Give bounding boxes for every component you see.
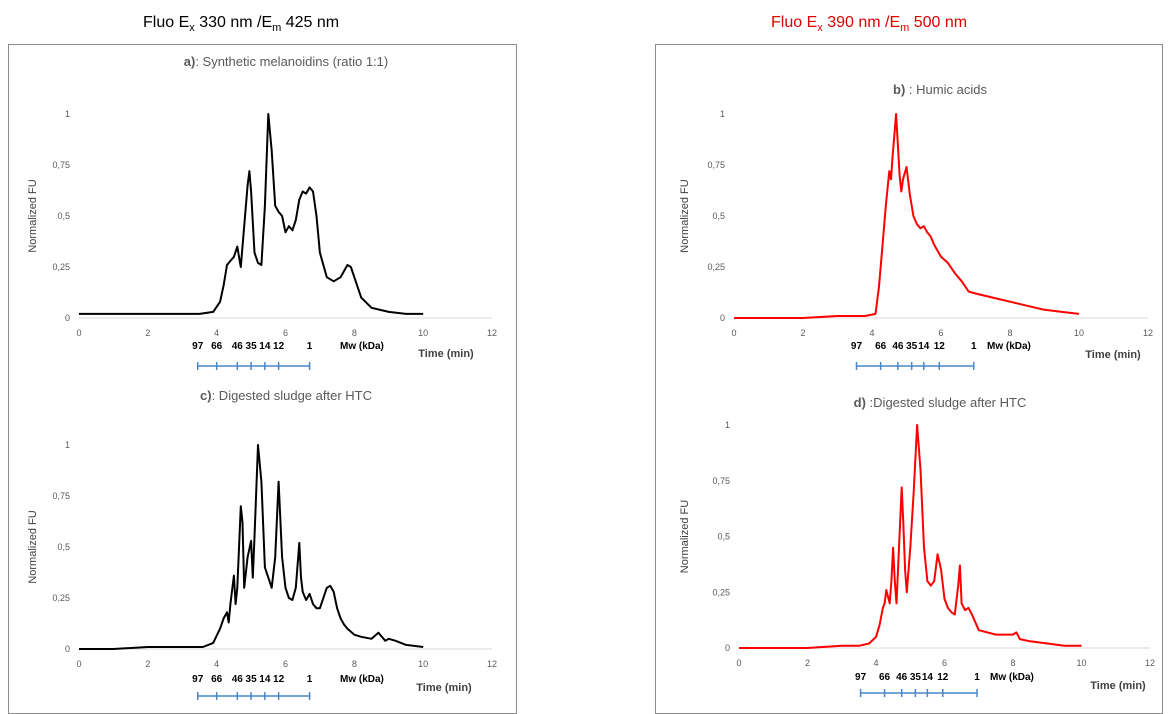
y-tick-label-d: 0,75 [712,476,730,486]
mw-marker-label-a: 97 [192,341,204,352]
mw-marker-label-d: 35 [910,672,922,683]
mw-unit-label-d: Mw (kDa) [990,672,1034,683]
right-column-title: Fluo Ex 390 nm /Em 500 nm [771,14,968,35]
x-tick-label-a: 2 [145,328,150,338]
x-tick-label-c: 8 [352,659,357,669]
mw-marker-label-c: 66 [211,674,223,685]
y-tick-label-d: 0 [725,643,730,653]
series-line-d [739,424,1082,649]
x-tick-label-b: 4 [869,328,874,338]
x-axis-label-a: Time (min) [418,348,474,360]
mw-marker-label-d: 97 [855,672,867,683]
y-tick-label-b: 0 [720,313,725,323]
mw-marker-label-b: 46 [892,341,904,352]
y-tick-label-c: 0,75 [52,491,70,501]
x-tick-label-b: 0 [731,328,736,338]
mw-marker-label-d: 14 [922,672,934,683]
x-tick-label-b: 6 [938,328,943,338]
x-axis-label-b: Time (min) [1085,349,1141,361]
mw-marker-label-b: 14 [918,341,930,352]
mw-marker-label-a: 14 [259,341,271,352]
y-tick-label-a: 1 [65,109,70,119]
x-tick-label-c: 0 [76,659,81,669]
y-tick-label-b: 0,5 [712,211,725,221]
mw-marker-label-b: 1 [971,341,977,352]
mw-marker-label-a: 1 [307,341,313,352]
mw-marker-label-b: 66 [875,341,887,352]
y-tick-label-c: 0 [65,644,70,654]
y-tick-label-d: 0,25 [712,587,730,597]
y-tick-label-b: 1 [720,109,725,119]
mw-marker-label-c: 35 [246,674,258,685]
x-tick-label-a: 8 [352,328,357,338]
x-tick-label-d: 4 [873,658,878,668]
x-tick-label-c: 4 [214,659,219,669]
mw-marker-label-d: 1 [974,672,980,683]
y-axis-label-b: Normalized FU [679,179,691,252]
mw-marker-label-a: 66 [211,341,223,352]
x-tick-label-c: 10 [418,659,428,669]
y-tick-label-b: 0,25 [707,262,725,272]
x-axis-label-c: Time (min) [416,682,472,694]
mw-marker-label-a: 35 [246,341,258,352]
series-line-b [734,113,1080,319]
x-tick-label-a: 0 [76,328,81,338]
mw-marker-label-b: 35 [906,341,918,352]
chart-canvas: a): Synthetic melanoidins (ratio 1:1) 0 0,… [27,54,1155,700]
chart-title-a: a): Synthetic melanoidins (ratio 1:1) [184,54,389,69]
y-tick-label-a: 0,75 [52,160,70,170]
y-tick-label-b: 0,75 [707,160,725,170]
mw-marker-label-c: 97 [192,674,204,685]
mw-marker-label-a: 46 [232,341,244,352]
mw-unit-label-b: Mw (kDa) [987,341,1031,352]
chart-title-d: d) :Digested sludge after HTC [854,395,1027,410]
x-tick-label-c: 2 [145,659,150,669]
mw-marker-label-d: 66 [879,672,891,683]
x-tick-label-a: 10 [418,328,428,338]
chart-title-c: c): Digested sludge after HTC [200,388,372,403]
x-tick-label-d: 2 [805,658,810,668]
x-tick-label-c: 6 [283,659,288,669]
x-axis-label-d: Time (min) [1090,680,1146,692]
mw-marker-label-a: 12 [273,341,285,352]
mw-marker-label-c: 46 [232,674,244,685]
mw-unit-label-c: Mw (kDa) [340,674,384,685]
y-tick-label-a: 0,25 [52,262,70,272]
mw-marker-label-d: 46 [896,672,908,683]
mw-marker-label-c: 1 [307,674,313,685]
mw-marker-label-b: 12 [934,341,946,352]
y-tick-label-d: 0,5 [717,532,730,542]
x-tick-label-d: 10 [1076,658,1086,668]
x-tick-label-a: 4 [214,328,219,338]
series-line-a [79,113,424,315]
y-axis-label-d: Normalized FU [679,500,691,573]
y-axis-label-a: Normalized FU [27,179,39,252]
x-tick-label-b: 2 [800,328,805,338]
y-tick-label-a: 0 [65,313,70,323]
y-tick-label-c: 0,25 [52,593,70,603]
y-tick-label-c: 1 [65,440,70,450]
x-tick-label-b: 8 [1007,328,1012,338]
x-tick-label-d: 6 [942,658,947,668]
x-tick-label-a: 6 [283,328,288,338]
chart-title-b: b) : Humic acids [893,82,987,97]
left-column-title: Fluo Ex 330 nm /Em 425 nm [143,14,340,35]
y-tick-label-c: 0,5 [57,542,70,552]
mw-marker-label-b: 97 [851,341,863,352]
x-tick-label-d: 0 [736,658,741,668]
y-tick-label-d: 1 [725,420,730,430]
mw-marker-label-c: 12 [273,674,285,685]
series-line-c [79,444,424,650]
y-axis-label-c: Normalized FU [27,510,39,583]
mw-marker-label-c: 14 [259,674,271,685]
x-tick-label-b: 10 [1074,328,1084,338]
x-tick-label-a: 12 [487,328,497,338]
mw-marker-label-d: 12 [937,672,949,683]
x-tick-label-d: 8 [1010,658,1015,668]
mw-unit-label-a: Mw (kDa) [340,341,384,352]
y-tick-label-a: 0,5 [57,211,70,221]
x-tick-label-b: 12 [1143,328,1153,338]
x-tick-label-c: 12 [487,659,497,669]
x-tick-label-d: 12 [1145,658,1155,668]
